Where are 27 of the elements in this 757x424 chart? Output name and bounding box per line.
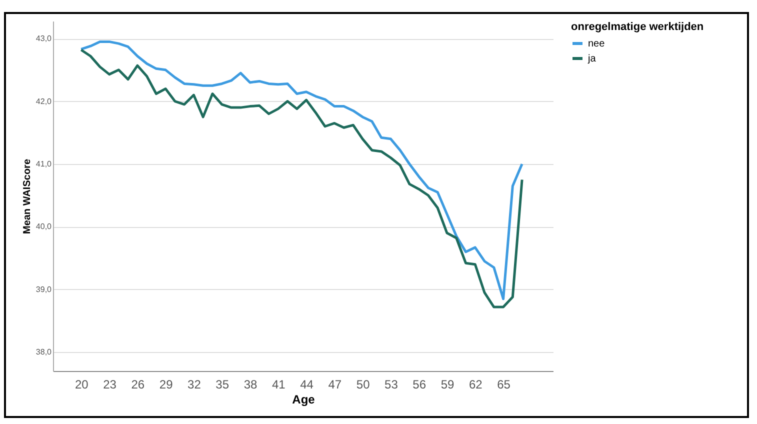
legend-title: onregelmatige werktijden <box>571 21 704 33</box>
legend-label: nee <box>588 38 606 50</box>
y-axis-title: Mean WAIScore <box>22 158 33 234</box>
x-tick-label: 41 <box>272 378 286 392</box>
x-tick-label: 56 <box>412 378 426 392</box>
y-tick-label: 39,0 <box>36 284 52 294</box>
x-tick-label: 59 <box>440 378 454 392</box>
x-tick-label: 62 <box>468 378 483 392</box>
x-axis-title: Age <box>292 392 316 406</box>
y-tick-label: 40,0 <box>36 222 52 232</box>
legend-label: ja <box>587 54 596 64</box>
x-tick-label: 38 <box>244 378 258 392</box>
y-tick-label: 41,0 <box>36 160 52 169</box>
x-tick-label: 50 <box>356 378 370 392</box>
y-tick-label: 42,0 <box>36 96 52 106</box>
x-tick-label: 47 <box>328 378 342 392</box>
x-tick-label: 23 <box>103 378 117 392</box>
y-tick-label: 38,0 <box>36 348 52 357</box>
x-tick-label: 44 <box>300 378 314 392</box>
x-tick-label: 20 <box>74 378 89 392</box>
x-tick-label: 26 <box>131 378 145 392</box>
x-tick-label: 32 <box>188 378 202 392</box>
x-tick-label: 53 <box>384 378 398 392</box>
x-tick-label: 29 <box>159 378 174 392</box>
x-tick-label: 35 <box>216 378 230 392</box>
x-tick-label: 65 <box>497 378 511 392</box>
y-tick-label: 43,0 <box>36 34 52 44</box>
